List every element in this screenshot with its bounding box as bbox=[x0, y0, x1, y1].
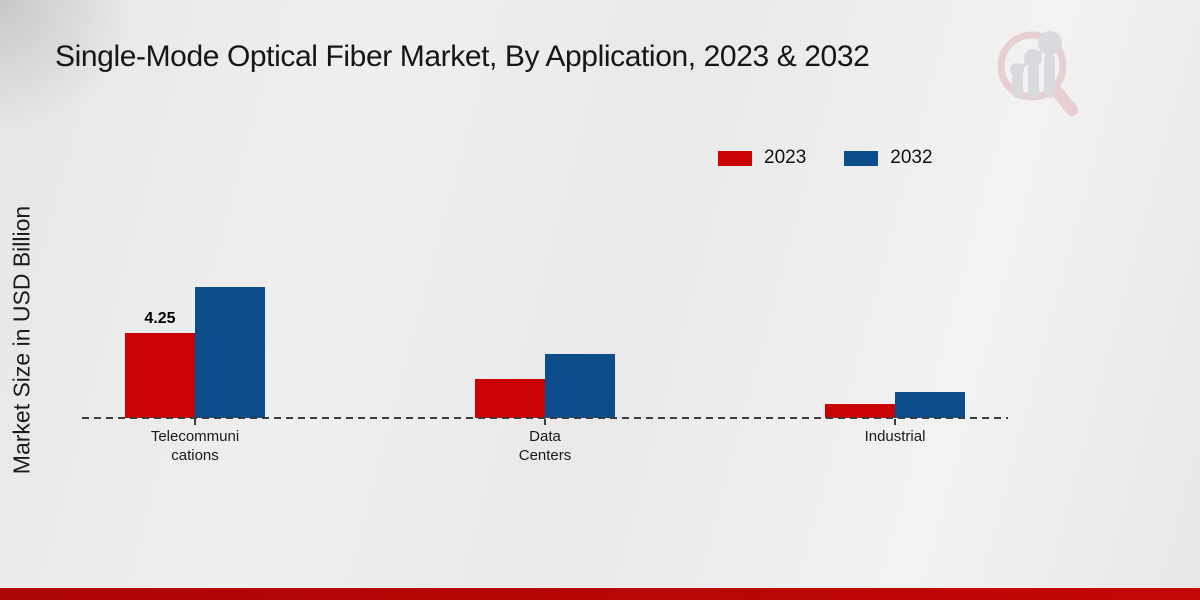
bar-industrial-2023 bbox=[825, 404, 895, 418]
category-label-telecommunications: Telecommuni cations bbox=[150, 428, 240, 464]
magnifier-bar-chart-logo bbox=[997, 31, 1078, 116]
chart-title: Single-Mode Optical Fiber Market, By App… bbox=[55, 40, 870, 73]
x-axis-tick bbox=[544, 419, 546, 425]
y-axis-label: Market Size in USD Billion bbox=[8, 205, 35, 475]
x-axis-tick bbox=[894, 419, 896, 425]
legend-label-2023: 2023 bbox=[764, 147, 807, 168]
legend-item-2023: 2023 bbox=[718, 147, 806, 169]
bar-value-label: 4.25 bbox=[144, 310, 176, 327]
bar-telecommunications-2023 bbox=[125, 333, 195, 418]
category-label-data-centers: Data Centers bbox=[518, 428, 572, 464]
bar-data-centers-2032 bbox=[545, 354, 615, 418]
category-label-industrial: Industrial bbox=[864, 428, 926, 445]
x-axis-tick bbox=[194, 419, 196, 425]
bar-industrial-2032 bbox=[895, 392, 965, 418]
footer-red-strip bbox=[0, 588, 1200, 600]
legend-swatch-2032 bbox=[844, 150, 879, 166]
legend-swatch-2023 bbox=[718, 150, 752, 166]
legend-item-2032: 2032 bbox=[844, 147, 933, 169]
x-axis-dashed-baseline bbox=[82, 417, 1008, 419]
bar-telecommunications-2032 bbox=[195, 287, 265, 418]
legend-label-2032: 2032 bbox=[890, 147, 933, 168]
bar-data-centers-2023 bbox=[475, 379, 545, 418]
legend: 2023 2032 bbox=[718, 147, 933, 169]
